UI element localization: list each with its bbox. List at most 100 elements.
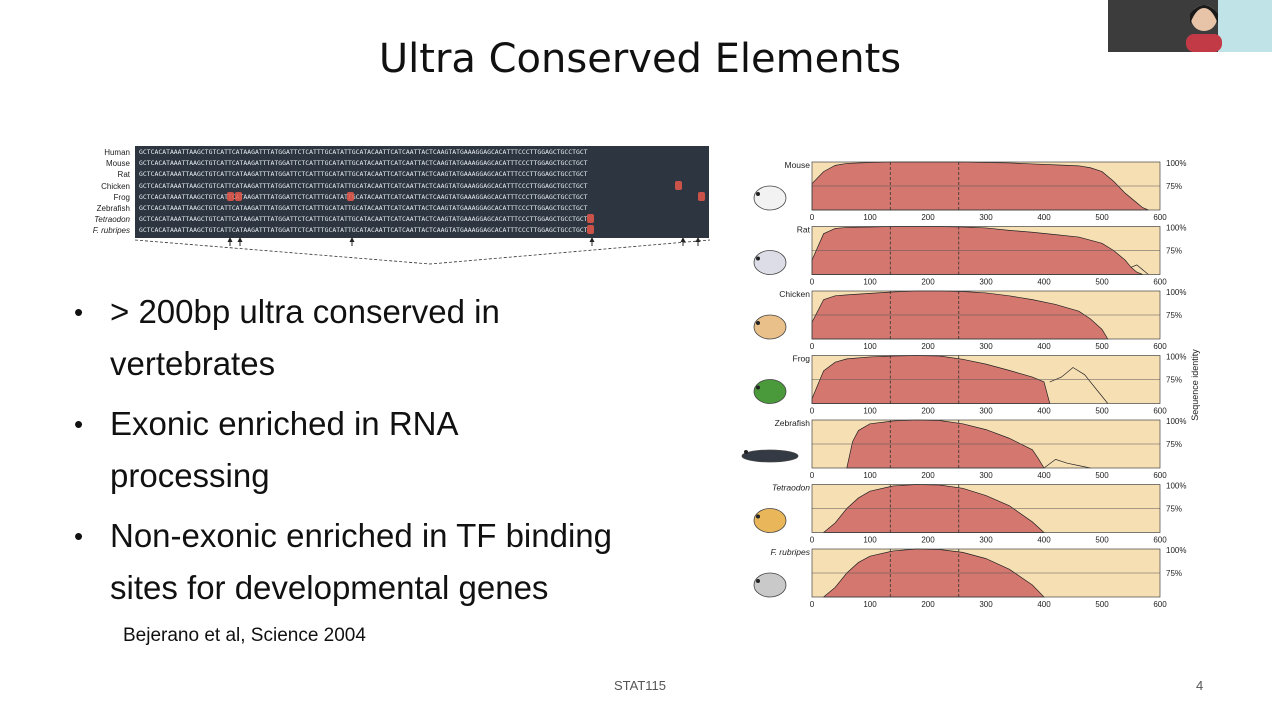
animal-body — [753, 314, 787, 340]
citation: Bejerano et al, Science 2004 — [123, 625, 366, 646]
x-tick-label: 300 — [979, 213, 993, 222]
x-tick-label: 600 — [1153, 600, 1167, 609]
animal-eye — [756, 514, 760, 519]
chicken-icon — [753, 314, 787, 340]
webcam-thumbnail — [1108, 0, 1272, 52]
bullet-text-line: sites for developmental genes — [110, 569, 549, 606]
bullet-item: • Exonic enriched in RNA processing — [72, 398, 712, 502]
x-tick-label: 400 — [1037, 213, 1051, 222]
x-tick-label: 100 — [863, 600, 877, 609]
mismatch-highlight — [675, 180, 682, 190]
plot-frame — [811, 548, 1161, 598]
plot-frame — [811, 290, 1161, 340]
x-tick-label: 500 — [1095, 407, 1109, 416]
x-tick-label: 600 — [1153, 471, 1167, 480]
x-tick-label: 300 — [979, 600, 993, 609]
alignment-box: GCTCACATAAATTAAGCTGTCATTCATAAGATTTATGGAT… — [135, 146, 709, 238]
animal-eye — [756, 321, 760, 325]
x-tick-label: 200 — [921, 342, 935, 351]
species-label: Tetraodon — [94, 215, 130, 225]
bullet-text-line: processing — [110, 457, 270, 494]
species-label: Rat — [117, 170, 130, 180]
bullet-text-line: > 200bp ultra conserved in — [110, 293, 500, 330]
page-number: 4 — [1196, 678, 1204, 693]
x-tick-label: 500 — [1095, 213, 1109, 222]
x-tick-label: 600 — [1153, 278, 1167, 287]
series-name: Mouse — [784, 160, 810, 170]
species-label: Zebrafish — [96, 204, 130, 213]
y-tick-label: 100% — [1166, 353, 1186, 362]
plot-frame — [811, 484, 1161, 533]
animal-eye — [756, 256, 760, 261]
x-tick-label: 600 — [1153, 213, 1167, 222]
mouse-icon — [753, 185, 787, 211]
animal-eye — [756, 579, 760, 583]
sequence-row: GCTCACATAAATTAAGCTGTCATTCATAAGATTTATGGAT… — [139, 159, 588, 168]
bullet-marker: • — [74, 409, 84, 439]
x-tick-label: 100 — [863, 278, 877, 287]
species-label: F. rubripes — [92, 226, 130, 236]
tetraodon-icon — [753, 508, 787, 533]
x-tick-label: 0 — [810, 600, 815, 609]
y-tick-label: 100% — [1166, 224, 1186, 233]
arrow-head — [227, 237, 233, 242]
y-tick-label: 75% — [1166, 311, 1182, 320]
x-tick-label: 300 — [979, 536, 993, 545]
x-tick-label: 0 — [810, 213, 815, 222]
sequence-row: GCTCACATAAATTAAGCTGTCATTCATAAGATTTATGGAT… — [139, 181, 588, 190]
x-tick-label: 600 — [1153, 407, 1167, 416]
x-tick-label: 300 — [979, 278, 993, 287]
x-tick-label: 100 — [863, 213, 877, 222]
series-name: Rat — [797, 225, 811, 235]
x-tick-label: 200 — [921, 407, 935, 416]
animal-body — [741, 449, 799, 463]
x-tick-label: 300 — [979, 471, 993, 480]
x-tick-label: 200 — [921, 278, 935, 287]
mismatch-highlight — [347, 191, 354, 201]
x-tick-label: 100 — [863, 471, 877, 480]
y-tick-label: 75% — [1166, 505, 1182, 514]
x-tick-label: 200 — [921, 471, 935, 480]
y-tick-label: 100% — [1166, 546, 1186, 555]
x-tick-label: 0 — [810, 471, 815, 480]
x-tick-label: 500 — [1095, 600, 1109, 609]
slide-title: Ultra Conserved Elements — [378, 36, 902, 82]
plot-frame — [811, 355, 1161, 404]
sequence-row: GCTCACATAAATTAAGCTGTCATTCATAAGATTTATGGAT… — [139, 192, 588, 201]
plot-frame — [811, 419, 1161, 469]
animal-body — [753, 250, 787, 275]
series-name: F. rubripes — [770, 547, 810, 557]
x-tick-label: 300 — [979, 407, 993, 416]
y-tick-label: 100% — [1166, 159, 1186, 168]
series-name: Chicken — [779, 289, 810, 299]
x-tick-label: 600 — [1153, 536, 1167, 545]
bullet-item: • Non-exonic enriched in TF binding sites … — [72, 510, 712, 614]
y-tick-label: 75% — [1166, 247, 1182, 256]
pufferfish-icon — [753, 572, 787, 598]
arrow-head — [680, 237, 686, 242]
animal-body — [753, 185, 787, 211]
x-tick-label: 400 — [1037, 342, 1051, 351]
species-label: Frog — [113, 192, 130, 202]
mismatch-highlight — [235, 191, 242, 201]
x-tick-label: 200 — [921, 600, 935, 609]
y-tick-label: 75% — [1166, 440, 1182, 449]
mismatch-highlight — [698, 191, 705, 201]
x-tick-label: 500 — [1095, 278, 1109, 287]
x-tick-label: 400 — [1037, 471, 1051, 480]
zoom-guide-line — [134, 239, 710, 265]
x-tick-label: 100 — [863, 536, 877, 545]
animal-body — [753, 572, 787, 598]
y-axis-label: Sequence identity — [1190, 349, 1200, 421]
sequence-row: GCTCACATAAATTAAGCTGTCATTCATAAGATTTATGGAT… — [139, 204, 588, 212]
bullet-text-line: Non-exonic enriched in TF binding — [110, 517, 613, 554]
x-tick-label: 400 — [1037, 407, 1051, 416]
animal-eye — [756, 192, 760, 196]
x-tick-label: 500 — [1095, 342, 1109, 351]
mismatch-highlight — [587, 214, 594, 224]
mismatch-highlight — [227, 191, 234, 201]
x-tick-label: 500 — [1095, 471, 1109, 480]
species-label: Human — [104, 148, 130, 157]
bullet-list: • > 200bp ultra conserved in vertebrates • E… — [72, 286, 712, 622]
x-tick-label: 0 — [810, 342, 815, 351]
